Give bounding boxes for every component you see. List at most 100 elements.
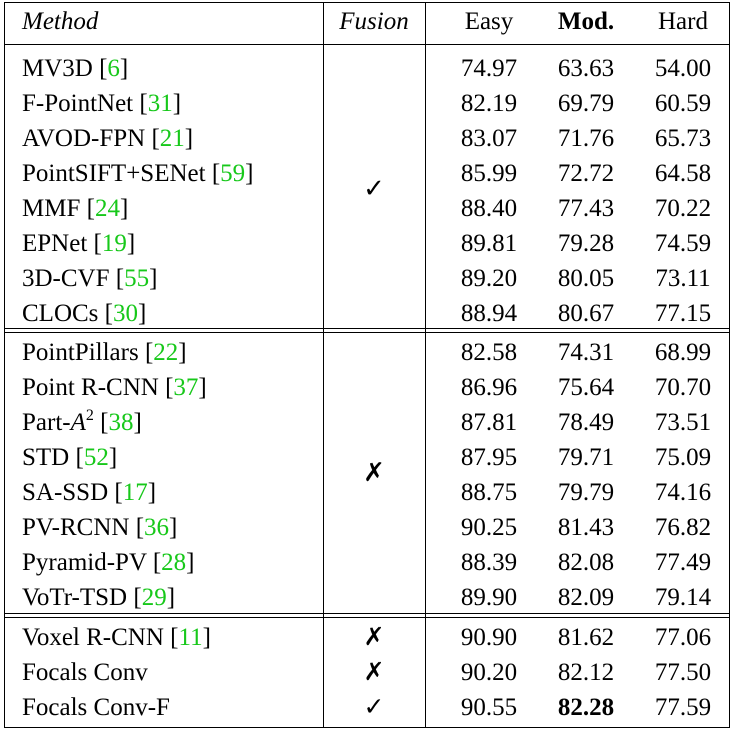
method-name: EPNet [19] [22, 230, 136, 257]
header-fusion: Fusion [339, 8, 409, 35]
easy-value: 86.96 [460, 374, 518, 401]
method-name: 3D-CVF [55] [22, 265, 158, 292]
hard-value: 74.59 [654, 230, 712, 257]
citation-link: 6 [107, 55, 120, 82]
hard-value: 68.99 [654, 339, 712, 366]
header-method: Method [22, 8, 99, 35]
citation-link: 52 [83, 444, 109, 471]
citation-link: 29 [141, 584, 167, 611]
easy-value: 90.55 [460, 694, 518, 721]
mod-value: 80.05 [557, 265, 615, 292]
mod-value: 81.62 [557, 624, 615, 651]
method-label: Pyramid-PV [22, 549, 153, 576]
method-name: PointPillars [22] [22, 339, 187, 366]
hard-value: 70.70 [654, 374, 712, 401]
easy-value: 83.07 [460, 125, 518, 152]
table-row: STD [52] 87.95 79.71 75.09 [4, 440, 730, 475]
table-row: 3D-CVF [55] 89.20 80.05 73.11 [4, 261, 730, 296]
method-name: SA-SSD [17] [22, 479, 157, 506]
method-label: PV-RCNN [22, 514, 136, 541]
method-name: MMF [24] [22, 195, 129, 222]
mod-value: 72.72 [557, 160, 615, 187]
mod-value: 77.43 [557, 195, 615, 222]
easy-value: 82.58 [460, 339, 518, 366]
table-row: EPNet [19] 89.81 79.28 74.59 [4, 226, 730, 261]
hard-value: 77.59 [654, 694, 712, 721]
hard-value: 64.58 [654, 160, 712, 187]
method-name: STD [52] [22, 444, 118, 471]
method-label: CLOCs [22, 300, 105, 327]
easy-value: 89.81 [460, 230, 518, 257]
citation-link: 11 [178, 624, 203, 651]
citation-link: 38 [108, 409, 134, 436]
easy-value: 90.20 [460, 659, 518, 686]
cross-icon: ✗ [363, 659, 385, 686]
column-divider [4, 2, 5, 727]
citation-link: 21 [159, 125, 185, 152]
method-label: SA-SSD [22, 479, 115, 506]
method-name: PointSIFT+SENet [59] [22, 160, 254, 187]
table-header: Method Fusion Easy Mod. Hard [4, 4, 730, 39]
table-row: CLOCs [30] 88.94 80.67 77.15 [4, 296, 730, 331]
method-label: Focals Conv-F [22, 694, 170, 721]
easy-value: 74.97 [460, 55, 518, 82]
method-name: Focals Conv [22, 655, 148, 690]
hard-value: 73.11 [655, 265, 711, 292]
method-name: Point R-CNN [37] [22, 374, 207, 401]
column-divider [729, 2, 730, 727]
citation-link: 17 [122, 479, 148, 506]
citation-link: 55 [124, 265, 150, 292]
method-name: Pyramid-PV [28] [22, 549, 195, 576]
method-name: PV-RCNN [36] [22, 514, 178, 541]
method-label: 3D-CVF [22, 265, 116, 292]
mod-value: 82.09 [557, 584, 615, 611]
mod-value: 79.79 [557, 479, 615, 506]
mod-value: 82.28 [557, 694, 615, 721]
table-row: Focals Conv ✗ 90.20 82.12 77.50 [4, 655, 730, 690]
method-name: VoTr-TSD [29] [22, 584, 176, 611]
citation-link: 59 [220, 160, 246, 187]
method-name: Focals Conv-F [22, 690, 170, 725]
citation-link: 19 [101, 230, 127, 257]
table-row: PointPillars [22] 82.58 74.31 68.99 [4, 335, 730, 370]
header-hard: Hard [658, 8, 708, 35]
citation-link: 24 [94, 195, 120, 222]
hard-value: 74.16 [654, 479, 712, 506]
hard-value: 77.49 [654, 549, 712, 576]
table-row: MMF [24] 88.40 77.43 70.22 [4, 191, 730, 226]
easy-value: 90.25 [460, 514, 518, 541]
method-label: Point R-CNN [22, 374, 166, 401]
table-row: Pyramid-PV [28] 88.39 82.08 77.49 [4, 545, 730, 580]
easy-value: 89.90 [460, 584, 518, 611]
hard-value: 77.15 [654, 300, 712, 327]
table-row: Part-A2 [38] 87.81 78.49 73.51 [4, 405, 730, 440]
easy-value: 82.19 [460, 90, 518, 117]
hard-value: 76.82 [654, 514, 712, 541]
citation-link: 22 [153, 339, 179, 366]
mod-value: 82.12 [557, 659, 615, 686]
table-row: VoTr-TSD [29] 89.90 82.09 79.14 [4, 580, 730, 615]
mod-value: 75.64 [557, 374, 615, 401]
method-name: Part-A2 [38] [22, 407, 142, 436]
method-label: Part- [22, 409, 71, 436]
mod-value: 79.71 [557, 444, 615, 471]
mod-value: 63.63 [557, 55, 615, 82]
check-icon: ✓ [363, 174, 385, 204]
mod-value: 71.76 [557, 125, 615, 152]
easy-value: 88.75 [460, 479, 518, 506]
method-label: MV3D [22, 55, 100, 82]
cross-icon: ✗ [363, 458, 385, 488]
group-rule [4, 332, 730, 333]
header-rule [4, 44, 730, 45]
easy-value: 87.81 [460, 409, 518, 436]
method-label: F-PointNet [22, 90, 140, 117]
table-row: SA-SSD [17] 88.75 79.79 74.16 [4, 475, 730, 510]
method-name: AVOD-FPN [21] [22, 125, 194, 152]
citation-link: 30 [112, 300, 138, 327]
header-mod: Mod. [557, 8, 615, 35]
method-label: Voxel R-CNN [22, 624, 171, 651]
table-bottom-rule [4, 727, 730, 728]
citation-link: 28 [161, 549, 187, 576]
mod-value: 74.31 [557, 339, 615, 366]
column-divider [425, 2, 426, 727]
